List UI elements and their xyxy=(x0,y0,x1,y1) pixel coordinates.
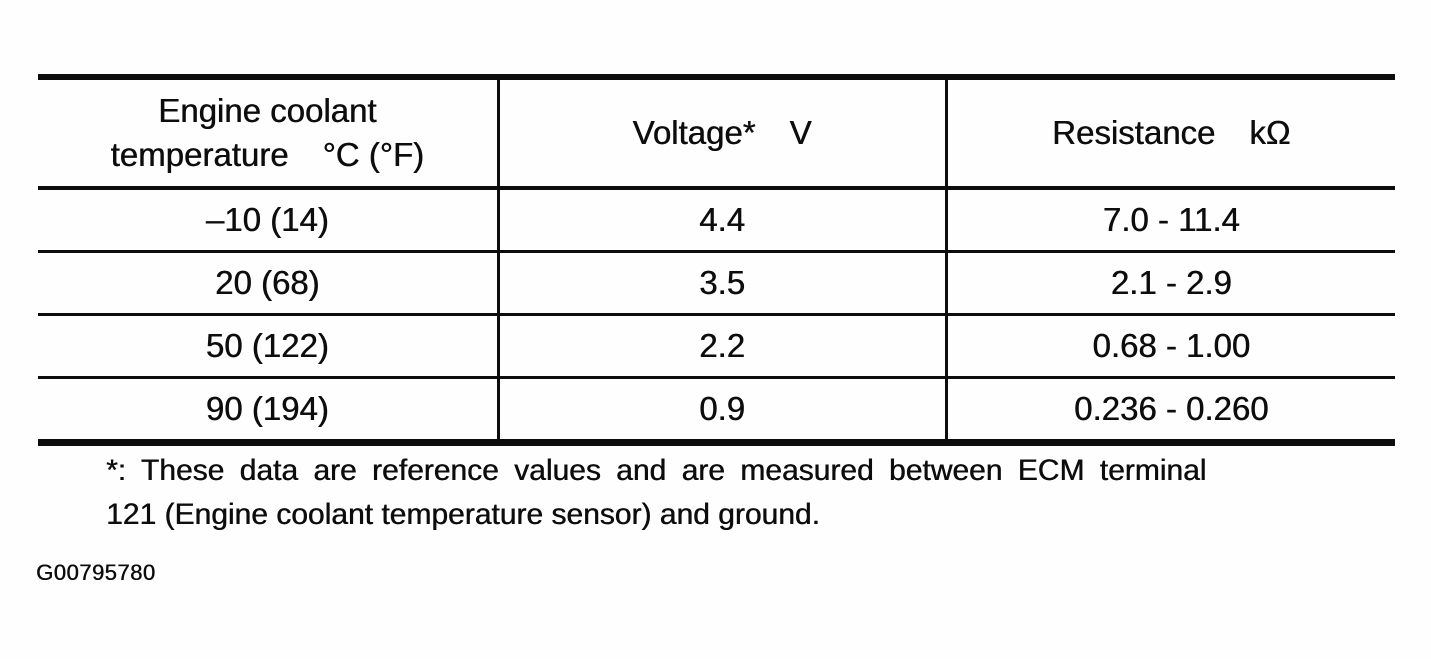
footnote-line1: *: These data are reference values and a… xyxy=(106,454,1207,487)
cell-voltage: 3.5 xyxy=(496,251,948,316)
table-row: 90 (194) 0.9 0.236 - 0.260 xyxy=(38,377,1395,443)
footnote-line2: 121 (Engine coolant temperature sensor) … xyxy=(106,498,820,531)
col-header-engine-coolant-temperature: Engine coolant temperature °C (°F) xyxy=(38,77,498,190)
cell-temperature: –10 (14) xyxy=(38,188,498,253)
col-header-voltage: Voltage* V xyxy=(496,77,948,190)
cell-voltage: 4.4 xyxy=(496,188,948,253)
cell-temperature: 50 (122) xyxy=(38,314,498,379)
header-row: Engine coolant temperature °C (°F) Voltag… xyxy=(38,77,1395,190)
header-voltage-label: Voltage* xyxy=(632,114,756,151)
header-resistance-unit: kΩ xyxy=(1249,114,1291,151)
header-temp-line2: temperature °C (°F) xyxy=(38,133,497,177)
header-temp-line1: Engine coolant xyxy=(158,92,377,129)
cell-resistance: 0.236 - 0.260 xyxy=(1074,390,1269,427)
coolant-sensor-spec-table: Engine coolant temperature °C (°F) Voltag… xyxy=(38,74,1395,446)
cell-resistance: 2.1 - 2.9 xyxy=(946,251,1395,316)
cell-voltage: 2.2 xyxy=(496,314,948,379)
cell-resistance: 0.68 - 1.00 xyxy=(946,314,1395,379)
table-row: 50 (122) 2.2 0.68 - 1.00 xyxy=(38,314,1395,379)
table-row: 20 (68) 3.5 2.1 - 2.9 xyxy=(38,251,1395,316)
cell-resistance: 7.0 - 11.4 xyxy=(946,188,1395,253)
cell-voltage: 0.9 xyxy=(496,377,948,443)
header-voltage-unit: V xyxy=(789,114,812,151)
header-resistance-label: Resistance xyxy=(1052,114,1216,151)
figure-code: G00795780 xyxy=(36,560,156,585)
header-temp-label: temperature xyxy=(110,136,289,173)
reference-footnote: *: These data are reference values and a… xyxy=(106,449,1406,537)
cell-temperature: 90 (194) xyxy=(205,390,329,427)
cell-temperature: 20 (68) xyxy=(38,251,498,316)
header-temp-unit: °C (°F) xyxy=(322,136,424,173)
table-row: –10 (14) 4.4 7.0 - 11.4 xyxy=(38,188,1395,253)
col-header-resistance: Resistance kΩ xyxy=(946,77,1395,190)
